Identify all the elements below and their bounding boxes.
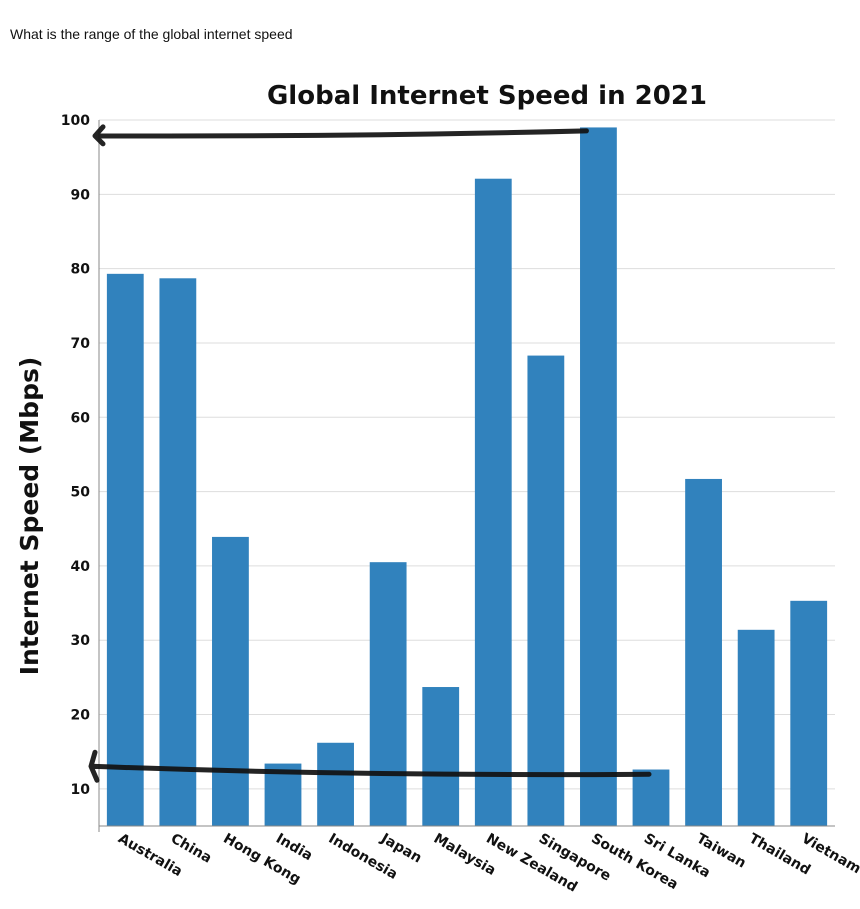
y-tick-label: 10	[71, 782, 91, 798]
bar	[580, 127, 617, 826]
bar	[422, 687, 460, 826]
bar	[527, 355, 565, 826]
gridlines	[99, 119, 835, 790]
arrow-annotation-top	[92, 124, 589, 147]
bar	[369, 562, 407, 826]
y-tick-label: 40	[71, 559, 91, 575]
y-tick-label: 100	[61, 113, 90, 129]
y-tick-label: 20	[71, 708, 91, 724]
bars	[106, 127, 828, 827]
y-tick-label: 60	[71, 410, 91, 426]
y-tick-label: 70	[71, 336, 91, 352]
bar	[212, 536, 249, 826]
y-tick-label: 80	[71, 262, 91, 278]
bar	[790, 600, 828, 826]
chart-title: Global Internet Speed in 2021	[267, 81, 707, 111]
y-tick-labels: 10 20 30 40 50 60 70 80 90 100	[61, 113, 90, 798]
y-tick-label: 90	[71, 187, 91, 203]
bar	[317, 742, 354, 826]
arrow-annotation-bottom	[88, 749, 652, 783]
bar	[474, 178, 512, 826]
y-tick-label: 50	[71, 485, 91, 501]
bar	[685, 478, 722, 826]
bar	[632, 769, 670, 826]
bar	[737, 629, 775, 826]
handwritten-annotations	[88, 124, 652, 783]
bar	[159, 278, 197, 827]
question-text: What is the range of the global internet…	[10, 26, 293, 42]
bar	[106, 273, 144, 826]
axes	[98, 120, 835, 832]
y-tick-label: 30	[71, 633, 91, 649]
y-axis-label: Internet Speed (Mbps)	[15, 357, 44, 676]
x-tick-label: New Zealand	[483, 831, 580, 896]
